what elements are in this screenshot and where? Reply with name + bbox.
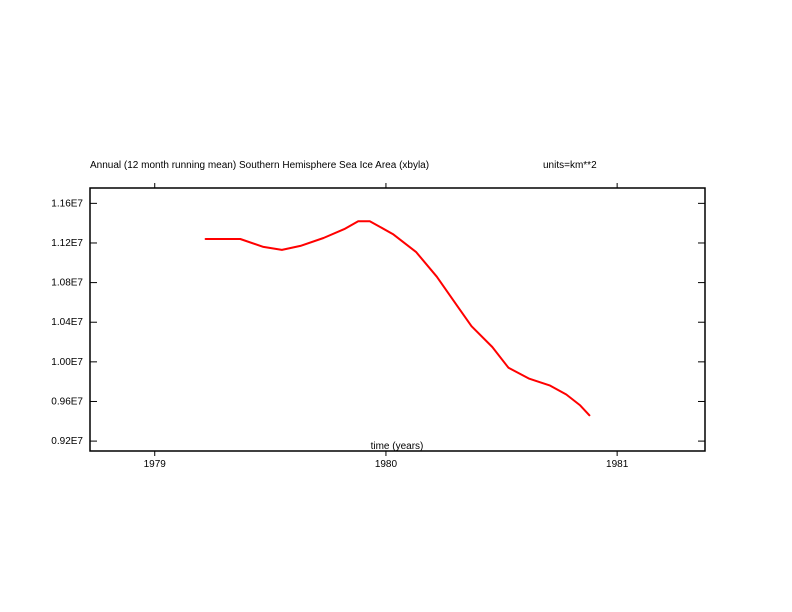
plot-frame xyxy=(89,187,706,452)
y-tick-label: 1.08E7 xyxy=(51,278,83,289)
y-tick-label: 0.96E7 xyxy=(51,396,83,407)
y-tick-label: 1.16E7 xyxy=(51,198,83,209)
y-tick-label: 1.00E7 xyxy=(51,357,83,368)
x-axis-label: time (years) xyxy=(371,441,424,452)
y-tick-label: 1.04E7 xyxy=(51,317,83,328)
x-tick-label: 1980 xyxy=(375,459,398,470)
chart-units: units=km**2 xyxy=(543,160,597,171)
axis-ticks xyxy=(90,183,705,456)
series-line xyxy=(204,220,591,417)
chart-title: Annual (12 month running mean) Southern … xyxy=(90,160,429,171)
axis-tick-labels: 0.92E7 0.96E7 1.00E7 1.04E7 1.08E7 1.12E7 1.16… xyxy=(51,198,628,470)
y-tick-label: 1.12E7 xyxy=(51,238,83,249)
x-tick-label: 1981 xyxy=(606,459,629,470)
x-tick-label: 1979 xyxy=(144,459,167,470)
y-tick-label: 0.92E7 xyxy=(51,436,83,447)
